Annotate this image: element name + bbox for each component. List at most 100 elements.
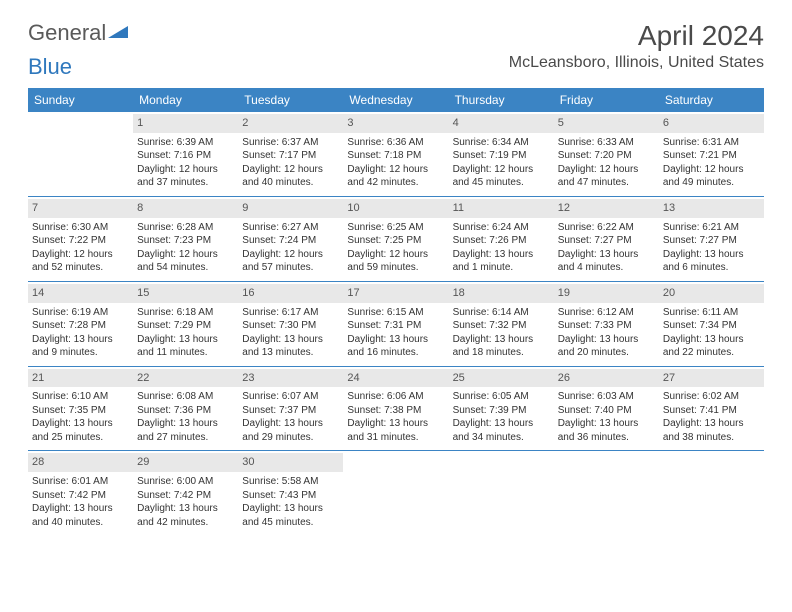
calendar-cell: 8Sunrise: 6:28 AMSunset: 7:23 PMDaylight… (133, 196, 238, 281)
daylight-text: Daylight: 13 hours and 4 minutes. (558, 248, 655, 275)
daylight-text: Daylight: 13 hours and 45 minutes. (242, 502, 339, 529)
sunset-text: Sunset: 7:38 PM (347, 404, 444, 418)
daylight-text: Daylight: 12 hours and 49 minutes. (663, 163, 760, 190)
calendar-cell: 30Sunrise: 5:58 AMSunset: 7:43 PMDayligh… (238, 451, 343, 535)
day-number: 25 (449, 369, 554, 388)
sunrise-text: Sunrise: 6:31 AM (663, 136, 760, 150)
calendar-cell: 16Sunrise: 6:17 AMSunset: 7:30 PMDayligh… (238, 281, 343, 366)
calendar-cell: 27Sunrise: 6:02 AMSunset: 7:41 PMDayligh… (659, 366, 764, 451)
sunrise-text: Sunrise: 6:27 AM (242, 221, 339, 235)
sunrise-text: Sunrise: 6:06 AM (347, 390, 444, 404)
sunset-text: Sunset: 7:39 PM (453, 404, 550, 418)
sunset-text: Sunset: 7:25 PM (347, 234, 444, 248)
sunset-text: Sunset: 7:30 PM (242, 319, 339, 333)
day-number: 22 (133, 369, 238, 388)
daylight-text: Daylight: 13 hours and 16 minutes. (347, 333, 444, 360)
daylight-text: Daylight: 13 hours and 20 minutes. (558, 333, 655, 360)
calendar-cell: 24 Sunrise: 6:06 AMSunset: 7:38 PMDayligh… (343, 366, 448, 451)
sunset-text: Sunset: 7:17 PM (242, 149, 339, 163)
day-number: 24 (343, 369, 448, 388)
sunset-text: Sunset: 7:33 PM (558, 319, 655, 333)
sunrise-text: Sunrise: 6:39 AM (137, 136, 234, 150)
day-number: 17 (343, 284, 448, 303)
sunrise-text: Sunrise: 6:17 AM (242, 306, 339, 320)
day-number: 14 (28, 284, 133, 303)
day-number: 10 (343, 199, 448, 218)
calendar-cell: 17 Sunrise: 6:15 AMSunset: 7:31 PMDayligh… (343, 281, 448, 366)
sunrise-text: Sunrise: 6:25 AM (347, 221, 444, 235)
calendar-cell: . (554, 451, 659, 535)
day-header: Friday (554, 88, 659, 112)
calendar-cell: 21Sunrise: 6:10 AMSunset: 7:35 PMDayligh… (28, 366, 133, 451)
daylight-text: Daylight: 13 hours and 29 minutes. (242, 417, 339, 444)
sunset-text: Sunset: 7:36 PM (137, 404, 234, 418)
sunrise-text: Sunrise: 6:24 AM (453, 221, 550, 235)
logo-text-blue: Blue (28, 54, 72, 80)
day-header: Monday (133, 88, 238, 112)
day-number: 6 (659, 114, 764, 133)
day-number: 27 (659, 369, 764, 388)
sunrise-text: Sunrise: 6:14 AM (453, 306, 550, 320)
sunrise-text: Sunrise: 6:10 AM (32, 390, 129, 404)
daylight-text: Daylight: 13 hours and 34 minutes. (453, 417, 550, 444)
daylight-text: Daylight: 13 hours and 22 minutes. (663, 333, 760, 360)
daylight-text: Daylight: 12 hours and 47 minutes. (558, 163, 655, 190)
day-header: Wednesday (343, 88, 448, 112)
sunset-text: Sunset: 7:32 PM (453, 319, 550, 333)
calendar-cell: 28Sunrise: 6:01 AMSunset: 7:42 PMDayligh… (28, 451, 133, 535)
calendar-body: .1Sunrise: 6:39 AMSunset: 7:16 PMDayligh… (28, 112, 764, 535)
day-number: 2 (238, 114, 343, 133)
calendar-cell: 3Sunrise: 6:36 AMSunset: 7:18 PMDaylight… (343, 112, 448, 196)
day-number: 3 (343, 114, 448, 133)
day-number: 5 (554, 114, 659, 133)
sunset-text: Sunset: 7:42 PM (137, 489, 234, 503)
sunrise-text: Sunrise: 6:33 AM (558, 136, 655, 150)
sunset-text: Sunset: 7:24 PM (242, 234, 339, 248)
sunrise-text: Sunrise: 6:21 AM (663, 221, 760, 235)
sunrise-text: Sunrise: 6:19 AM (32, 306, 129, 320)
logo-text-gray: General (28, 20, 106, 46)
daylight-text: Daylight: 13 hours and 31 minutes. (347, 417, 444, 444)
calendar-head: SundayMondayTuesdayWednesdayThursdayFrid… (28, 88, 764, 112)
sunrise-text: Sunrise: 6:30 AM (32, 221, 129, 235)
sunset-text: Sunset: 7:31 PM (347, 319, 444, 333)
sunrise-text: Sunrise: 6:02 AM (663, 390, 760, 404)
daylight-text: Daylight: 12 hours and 45 minutes. (453, 163, 550, 190)
sunrise-text: Sunrise: 6:28 AM (137, 221, 234, 235)
sunrise-text: Sunrise: 6:08 AM (137, 390, 234, 404)
day-number: 18 (449, 284, 554, 303)
sunrise-text: Sunrise: 5:58 AM (242, 475, 339, 489)
sunrise-text: Sunrise: 6:15 AM (347, 306, 444, 320)
title-block: April 2024 McLeansboro, Illinois, United… (509, 20, 764, 72)
daylight-text: Daylight: 12 hours and 37 minutes. (137, 163, 234, 190)
sunset-text: Sunset: 7:37 PM (242, 404, 339, 418)
day-number: 19 (554, 284, 659, 303)
daylight-text: Daylight: 12 hours and 40 minutes. (242, 163, 339, 190)
sunrise-text: Sunrise: 6:07 AM (242, 390, 339, 404)
calendar-cell: 1Sunrise: 6:39 AMSunset: 7:16 PMDaylight… (133, 112, 238, 196)
location: McLeansboro, Illinois, United States (509, 54, 764, 72)
day-number: 9 (238, 199, 343, 218)
sunset-text: Sunset: 7:19 PM (453, 149, 550, 163)
day-number: 21 (28, 369, 133, 388)
calendar-cell: . (28, 112, 133, 196)
sunrise-text: Sunrise: 6:37 AM (242, 136, 339, 150)
day-number: 8 (133, 199, 238, 218)
calendar-cell: 6Sunrise: 6:31 AMSunset: 7:21 PMDaylight… (659, 112, 764, 196)
sunset-text: Sunset: 7:43 PM (242, 489, 339, 503)
day-number: 23 (238, 369, 343, 388)
sunset-text: Sunset: 7:18 PM (347, 149, 444, 163)
sunrise-text: Sunrise: 6:12 AM (558, 306, 655, 320)
sunrise-text: Sunrise: 6:36 AM (347, 136, 444, 150)
sunrise-text: Sunrise: 6:18 AM (137, 306, 234, 320)
day-number: 7 (28, 199, 133, 218)
day-header: Thursday (449, 88, 554, 112)
calendar-table: SundayMondayTuesdayWednesdayThursdayFrid… (28, 88, 764, 535)
calendar-cell: 26Sunrise: 6:03 AMSunset: 7:40 PMDayligh… (554, 366, 659, 451)
calendar-cell: 25Sunrise: 6:05 AMSunset: 7:39 PMDayligh… (449, 366, 554, 451)
daylight-text: Daylight: 13 hours and 13 minutes. (242, 333, 339, 360)
day-number: 1 (133, 114, 238, 133)
day-header: Saturday (659, 88, 764, 112)
sunrise-text: Sunrise: 6:22 AM (558, 221, 655, 235)
day-header: Sunday (28, 88, 133, 112)
